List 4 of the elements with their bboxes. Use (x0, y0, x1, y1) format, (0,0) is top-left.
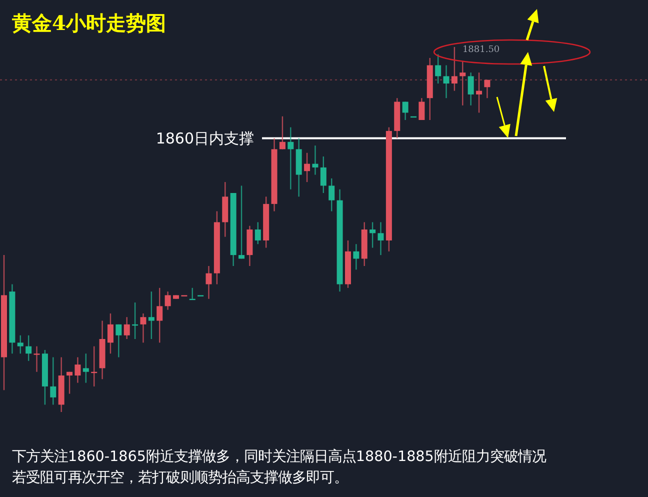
annotation: 下方关注1860-1865附近支撑做多，同时关注隔日高点1880-1885附近阻力突破情况 (12, 449, 546, 465)
title: 黄金4小时走势图 (12, 11, 166, 35)
annotation: 若受阻可再次开空，若打破则顺势抬高支撑做多即可。 (12, 470, 348, 486)
annotation: 1881.50 (462, 45, 500, 55)
